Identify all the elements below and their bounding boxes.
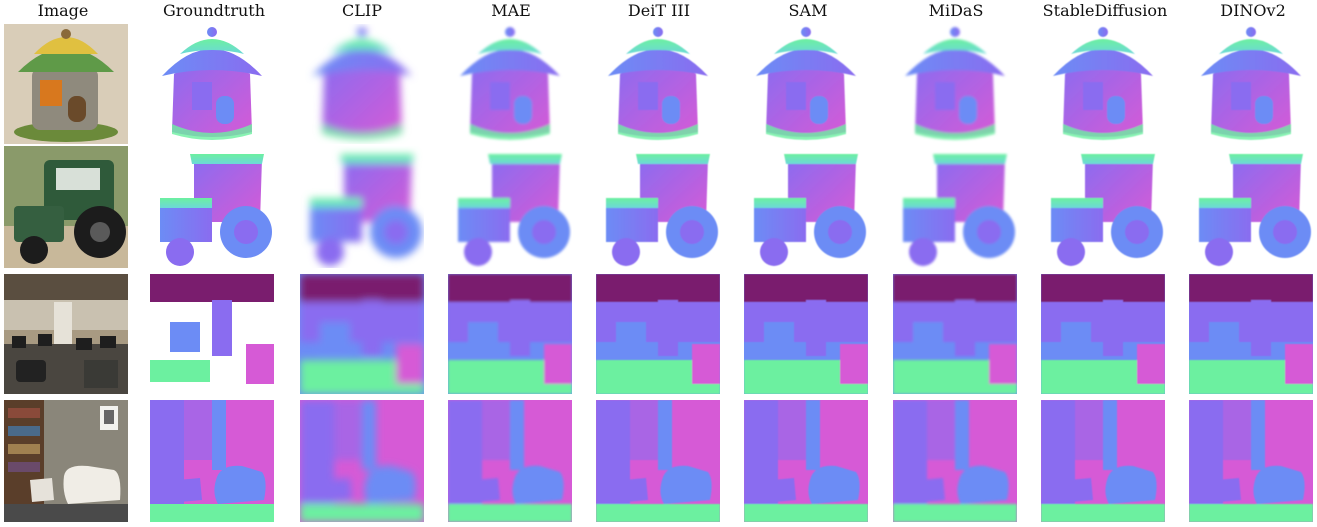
normal-map-groundtruth-office — [150, 274, 274, 394]
normal-map-stablediffusion-living-room — [1041, 400, 1165, 522]
normal-map-stablediffusion-office — [1041, 274, 1165, 394]
normal-map-deit3-toy-tractor — [596, 146, 720, 268]
column-header-row: Image Groundtruth CLIP MAE DeiT III SAM … — [0, 0, 1317, 22]
input-photo-living-room — [4, 400, 128, 522]
normal-map-midas-toy-house — [893, 24, 1017, 144]
normal-map-midas-toy-tractor — [893, 146, 1017, 268]
column-title-sam: SAM — [788, 1, 828, 20]
normal-map-sam-toy-tractor — [744, 146, 868, 268]
normal-map-deit3-toy-house — [596, 24, 720, 144]
normal-map-clip-office — [300, 274, 424, 394]
column-title-dinov2: DINOv2 — [1220, 1, 1286, 20]
column-title-mae: MAE — [491, 1, 531, 20]
normal-map-clip-toy-house — [300, 24, 424, 144]
normal-map-groundtruth-toy-house — [150, 24, 274, 144]
normal-map-stablediffusion-toy-tractor — [1041, 146, 1165, 268]
normal-map-dinov2-toy-house — [1189, 24, 1313, 144]
normal-map-stablediffusion-toy-house — [1041, 24, 1165, 144]
normal-map-deit3-living-room — [596, 400, 720, 522]
normal-map-groundtruth-living-room — [150, 400, 274, 522]
normal-map-mae-toy-tractor — [448, 146, 572, 268]
normal-map-clip-living-room — [300, 400, 424, 522]
normal-map-sam-living-room — [744, 400, 868, 522]
normal-map-mae-toy-house — [448, 24, 572, 144]
column-title-deit3: DeiT III — [627, 1, 691, 20]
input-photo-toy-house — [4, 24, 128, 144]
normal-map-mae-living-room — [448, 400, 572, 522]
normal-map-dinov2-living-room — [1189, 400, 1313, 522]
normal-map-midas-living-room — [893, 400, 1017, 522]
input-photo-toy-tractor — [4, 146, 128, 268]
input-photo-office — [4, 274, 128, 394]
column-title-midas: MiDaS — [928, 1, 984, 20]
column-title-image: Image — [37, 1, 89, 20]
normal-map-dinov2-office — [1189, 274, 1313, 394]
normal-map-dinov2-toy-tractor — [1189, 146, 1313, 268]
normal-map-sam-office — [744, 274, 868, 394]
normal-map-clip-toy-tractor — [300, 146, 424, 268]
column-title-groundtruth: Groundtruth — [162, 1, 266, 20]
normal-map-midas-office — [893, 274, 1017, 394]
normal-map-deit3-office — [596, 274, 720, 394]
column-title-stablediffusion: StableDiffusion — [1042, 1, 1168, 20]
normal-map-groundtruth-toy-tractor — [150, 146, 274, 268]
normal-map-sam-toy-house — [744, 24, 868, 144]
column-title-clip: CLIP — [342, 1, 382, 20]
normal-map-mae-office — [448, 274, 572, 394]
